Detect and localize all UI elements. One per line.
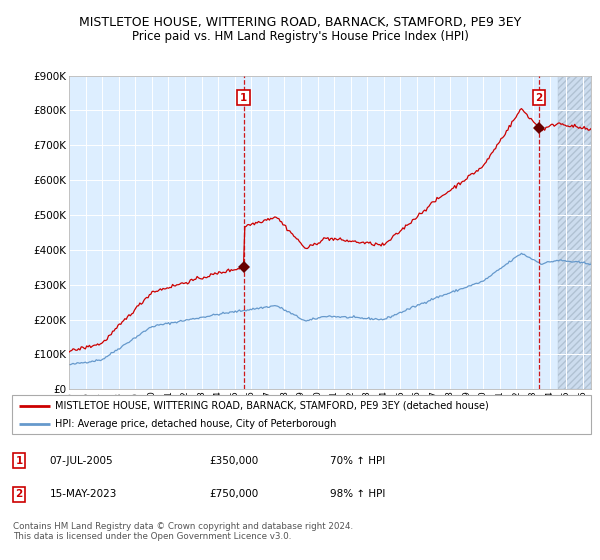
Text: 98% ↑ HPI: 98% ↑ HPI [331,489,386,500]
Text: Price paid vs. HM Land Registry's House Price Index (HPI): Price paid vs. HM Land Registry's House … [131,30,469,43]
Text: MISTLETOE HOUSE, WITTERING ROAD, BARNACK, STAMFORD, PE9 3EY (detached house): MISTLETOE HOUSE, WITTERING ROAD, BARNACK… [55,401,489,411]
Text: 2: 2 [16,489,23,500]
Text: MISTLETOE HOUSE, WITTERING ROAD, BARNACK, STAMFORD, PE9 3EY: MISTLETOE HOUSE, WITTERING ROAD, BARNACK… [79,16,521,29]
Text: HPI: Average price, detached house, City of Peterborough: HPI: Average price, detached house, City… [55,419,337,429]
Text: 15-MAY-2023: 15-MAY-2023 [50,489,117,500]
Text: 70% ↑ HPI: 70% ↑ HPI [331,456,386,466]
Text: Contains HM Land Registry data © Crown copyright and database right 2024.
This d: Contains HM Land Registry data © Crown c… [13,522,353,542]
Text: £750,000: £750,000 [209,489,258,500]
Text: 1: 1 [16,456,23,466]
Text: 2: 2 [536,92,543,102]
Text: 1: 1 [240,92,247,102]
Text: £350,000: £350,000 [209,456,258,466]
FancyBboxPatch shape [12,395,591,434]
Text: 07-JUL-2005: 07-JUL-2005 [50,456,113,466]
